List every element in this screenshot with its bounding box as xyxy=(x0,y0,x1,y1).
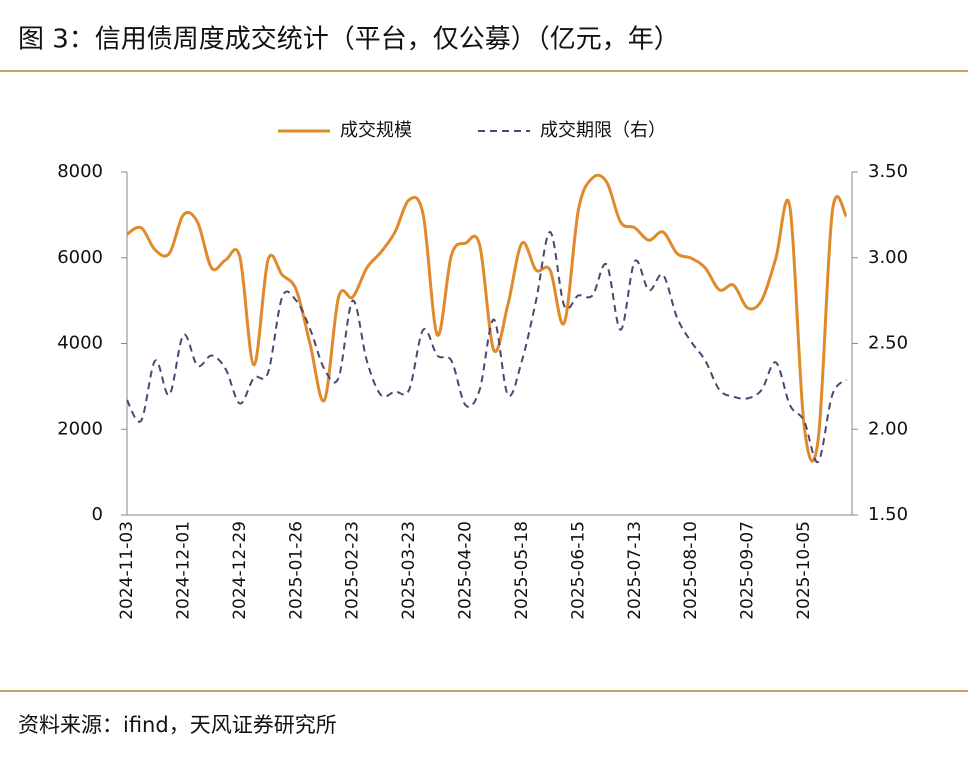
x-tick-label: 2025-08-10 xyxy=(681,521,701,620)
source: 资料来源：ifind，天风证券研究所 xyxy=(18,713,337,737)
x-tick-label: 2024-11-03 xyxy=(117,521,137,620)
x-tick-label: 2025-07-13 xyxy=(625,521,645,620)
y-tick-label: 6000 xyxy=(57,247,103,268)
y-tick-label: 8000 xyxy=(57,161,103,182)
x-tick-label: 2025-06-15 xyxy=(568,521,588,620)
series-line xyxy=(126,231,848,463)
x-tick-label: 2024-12-01 xyxy=(173,521,193,620)
x-tick-label: 2025-10-05 xyxy=(794,521,814,620)
y2-tick-label: 1.50 xyxy=(868,504,908,525)
legend-label: 成交规模 xyxy=(340,120,412,141)
x-tick-label: 2025-04-20 xyxy=(456,521,476,620)
x-tick-label: 2025-01-26 xyxy=(286,521,306,620)
x-tick-label: 2025-05-18 xyxy=(512,521,532,620)
x-tick-label: 2025-02-23 xyxy=(343,521,363,620)
y2-tick-label: 2.00 xyxy=(868,418,908,439)
y2-tick-label: 3.00 xyxy=(868,247,908,268)
y2-tick-label: 3.50 xyxy=(868,161,908,182)
x-tick-label: 2025-09-07 xyxy=(738,521,758,620)
chart-title: 图 3：信用债周度成交统计（平台，仅公募）（亿元，年） xyxy=(18,25,680,55)
y-tick-label: 4000 xyxy=(57,333,103,354)
y-tick-label: 0 xyxy=(92,504,103,525)
x-tick-label: 2024-12-29 xyxy=(230,521,250,620)
x-tick-label: 2025-03-23 xyxy=(399,521,419,620)
y-tick-label: 2000 xyxy=(57,418,103,439)
legend-label: 成交期限（右） xyxy=(540,120,666,141)
series-line xyxy=(126,173,848,463)
y2-tick-label: 2.50 xyxy=(868,333,908,354)
